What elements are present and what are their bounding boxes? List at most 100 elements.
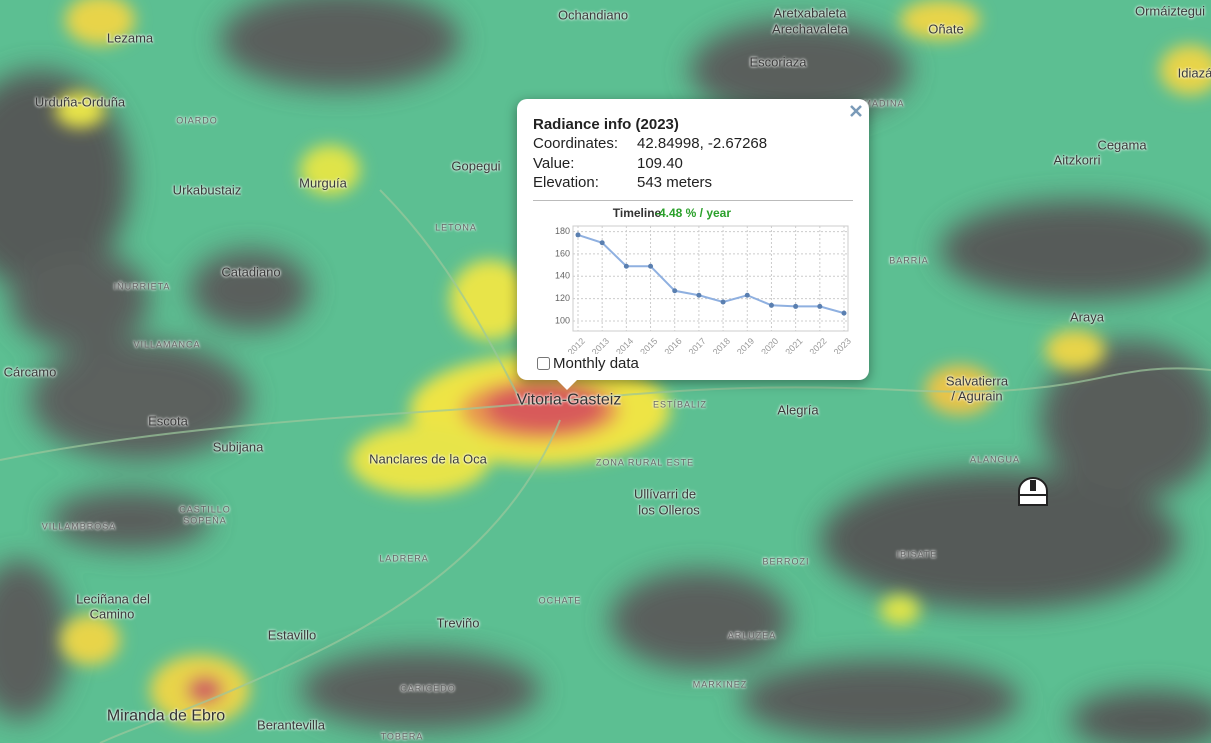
place-label: Nanclares de la Oca bbox=[369, 451, 487, 467]
place-label: Madina bbox=[863, 98, 905, 109]
separator bbox=[533, 200, 853, 201]
place-label: Estíbaliz bbox=[652, 399, 708, 410]
place-label: Urduña-Orduña bbox=[34, 94, 126, 110]
place-label: Zona Rural Este bbox=[595, 457, 695, 468]
place-label: Lezama bbox=[106, 30, 154, 46]
info-row: Value: 109.40 bbox=[533, 155, 683, 172]
place-label: Escota bbox=[148, 413, 188, 429]
place-label: Berantevilla bbox=[257, 717, 325, 733]
place-label: Idiazá bbox=[1177, 65, 1211, 81]
x-tick-label: 2017 bbox=[687, 336, 708, 354]
y-tick-label: 100 bbox=[555, 315, 570, 325]
point bbox=[599, 240, 605, 246]
place-label: Ochate bbox=[538, 595, 582, 606]
place-label: / Agurain bbox=[951, 388, 1003, 404]
place-label: Iñurrieta bbox=[113, 281, 171, 292]
chart-subtitle: -4.48 % / year bbox=[655, 206, 731, 220]
row-value: 109.40 bbox=[637, 155, 683, 172]
place-label: Cegama bbox=[1097, 137, 1147, 153]
y-tick-label: 140 bbox=[555, 271, 570, 281]
place-label: Barría bbox=[889, 255, 929, 266]
place-label: Miranda de Ebro bbox=[106, 707, 226, 725]
checkbox-label: Monthly data bbox=[553, 355, 639, 372]
place-label: Oñate bbox=[928, 21, 964, 37]
point bbox=[841, 310, 847, 316]
place-label: Leciñana del bbox=[76, 591, 150, 607]
place-label: Salvatierra bbox=[945, 373, 1009, 389]
place-label: Treviño bbox=[436, 615, 480, 631]
point bbox=[720, 299, 726, 305]
place-label: Berrozi bbox=[762, 556, 810, 567]
observatory-icon[interactable] bbox=[1016, 477, 1050, 507]
place-label: Catadiano bbox=[221, 264, 281, 280]
x-tick-label: 2021 bbox=[783, 336, 804, 354]
place-label: Villambrosa bbox=[41, 521, 117, 532]
place-label: Urkabustaiz bbox=[172, 182, 242, 198]
place-label: Oiardo bbox=[176, 115, 218, 126]
place-label: Alangua bbox=[969, 454, 1021, 465]
place-label: los Olleros bbox=[638, 502, 700, 518]
monthly-toggle[interactable]: Monthly data bbox=[537, 355, 639, 372]
place-label: Subijana bbox=[212, 439, 264, 455]
x-tick-label: 2023 bbox=[832, 336, 853, 354]
place-label: Ochandiano bbox=[557, 7, 629, 23]
place-label: Vitoria-Gasteiz bbox=[516, 391, 622, 409]
place-label: Murguía bbox=[299, 175, 347, 191]
place-label: Ibisate bbox=[896, 549, 938, 560]
plot-frame bbox=[572, 225, 849, 332]
point bbox=[648, 263, 654, 269]
place-label: Camino bbox=[89, 606, 135, 622]
row-label: Elevation: bbox=[533, 174, 599, 191]
place-label: Letona bbox=[435, 222, 477, 233]
place-label: Tobera bbox=[380, 731, 424, 742]
x-tick-label: 2015 bbox=[638, 336, 659, 354]
x-tick-label: 2016 bbox=[662, 336, 683, 354]
x-tick-label: 2018 bbox=[711, 336, 732, 354]
place-label: Cárcamo bbox=[3, 364, 57, 380]
place-label: Markinez bbox=[692, 679, 748, 690]
point bbox=[696, 292, 702, 298]
place-label: Arechavaleta bbox=[772, 21, 848, 37]
y-tick-label: 120 bbox=[555, 293, 570, 303]
place-label: Ladrera bbox=[379, 553, 429, 564]
chart-title: Timeline bbox=[613, 206, 662, 220]
place-label: Caricedo bbox=[400, 683, 456, 694]
row-value: 543 meters bbox=[637, 174, 713, 191]
place-label: Aitzkorri bbox=[1053, 152, 1101, 168]
info-popup: Radiance info (2023) Coordinates: 42.8499… bbox=[517, 99, 869, 390]
place-label: Araya bbox=[1070, 309, 1104, 325]
x-tick-label: 2022 bbox=[808, 336, 829, 354]
place-label: Escoriaza bbox=[749, 54, 807, 70]
place-label: Villamanca bbox=[133, 339, 201, 350]
place-label: Sopeña bbox=[183, 515, 227, 526]
y-tick-label: 160 bbox=[555, 248, 570, 258]
row-value: 42.84998, -2.67268 bbox=[637, 135, 768, 152]
row-label: Coordinates: bbox=[533, 135, 619, 152]
timeline-chart: Timeline -4.48 % / year 100 120 140 160 180 2… bbox=[555, 206, 853, 354]
line bbox=[577, 233, 845, 315]
place-label: Ormáiztegui bbox=[1134, 3, 1206, 19]
info-row: Coordinates: 42.84998, -2.67268 bbox=[533, 135, 767, 152]
place-label: Estavillo bbox=[267, 627, 317, 643]
checkbox[interactable] bbox=[537, 357, 550, 370]
point bbox=[575, 232, 581, 238]
x-tick-label: 2019 bbox=[735, 336, 756, 354]
point bbox=[672, 288, 678, 294]
place-label: Gopegui bbox=[451, 158, 501, 174]
place-label: Aretxabaleta bbox=[773, 5, 847, 21]
place-label: Ullívarri de bbox=[633, 486, 697, 502]
point bbox=[768, 302, 774, 308]
place-label: Arluzea bbox=[727, 630, 777, 641]
place-label: Castillo bbox=[179, 504, 231, 515]
y-tick-label: 180 bbox=[555, 226, 570, 236]
point bbox=[744, 292, 750, 298]
row-label: Value: bbox=[533, 155, 575, 172]
popup-title: Radiance info (2023) bbox=[533, 116, 679, 133]
close-button[interactable] bbox=[849, 104, 863, 118]
place-label: Alegría bbox=[777, 402, 819, 418]
x-tick-label: 2012 bbox=[566, 336, 587, 354]
point bbox=[623, 263, 629, 269]
x-tick-label: 2013 bbox=[590, 336, 611, 354]
